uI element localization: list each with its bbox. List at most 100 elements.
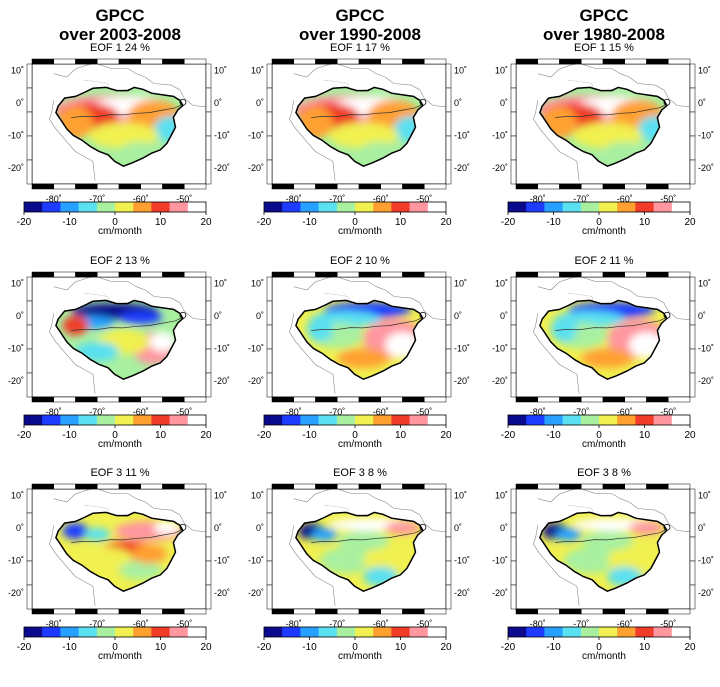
colorbar-segment — [78, 627, 98, 637]
eof-label: EOF 2 11 % — [574, 255, 634, 267]
frame-segment — [380, 58, 403, 65]
eof-map: 10˚ 10˚ 0˚ 0˚ -10˚ -10˚ -20˚ -20˚ -80˚ -70˚ -60˚ -5… — [248, 58, 470, 204]
lon-tick-label: -70˚ — [89, 619, 105, 629]
colorbar-tick-label: 0 — [352, 217, 358, 228]
colorbar-segment — [617, 627, 636, 637]
frame-segment — [205, 348, 212, 374]
field-anomaly — [328, 122, 399, 149]
frame-segment — [205, 276, 212, 302]
field-anomaly — [306, 315, 333, 342]
colorbar-unit: cm/month — [338, 439, 382, 450]
coastline — [293, 276, 447, 321]
frame-segment — [266, 512, 273, 538]
field-anomaly — [119, 311, 163, 325]
lat-tick-label: -10˚ — [454, 130, 470, 140]
column-title: GPCC over 1990-2008 — [240, 6, 480, 44]
frame-segment — [402, 58, 425, 65]
field-anomaly — [119, 560, 163, 580]
frame-segment — [689, 111, 696, 137]
colorbar-tick-label: -20 — [257, 642, 272, 653]
lon-tick-label: -50˚ — [416, 194, 432, 204]
frame-segment — [445, 63, 452, 89]
frame-segment — [559, 396, 582, 403]
lon-tick-label: -60˚ — [133, 407, 149, 417]
colorbar-segment — [599, 202, 618, 212]
lon-tick-label: -50˚ — [176, 619, 192, 629]
frame-segment — [53, 608, 76, 615]
frame-segment — [668, 271, 691, 278]
frame-segment — [515, 58, 538, 65]
river-mouth-marker — [663, 98, 671, 106]
frame-segment — [315, 483, 338, 490]
lat-tick-label: -10˚ — [248, 555, 264, 565]
colorbar-tick-label: 20 — [200, 430, 212, 441]
frame-segment — [140, 271, 163, 278]
colorbar-tick-label: -20 — [501, 430, 516, 441]
field-anomaly — [563, 547, 617, 574]
colorbar-tick-label: 20 — [200, 642, 212, 653]
frame-segment — [510, 324, 517, 350]
frame-segment — [445, 276, 452, 302]
lat-tick-label: 10˚ — [11, 278, 24, 288]
colorbar-segment — [318, 415, 338, 425]
eof-panel: EOF 2 11 % 10˚ 10˚ 0˚ 0˚ -10˚ -10˚ -20˚ -20˚ -80˚… — [484, 255, 720, 475]
frame-segment — [358, 183, 381, 190]
frame-segment — [266, 159, 273, 185]
colorbar-tick-label: 0 — [596, 642, 602, 653]
colorbar-unit: cm/month — [582, 226, 626, 237]
frame-segment — [602, 483, 625, 490]
frame-segment — [445, 512, 452, 538]
frame-segment — [510, 348, 517, 374]
lon-tick-label: -70˚ — [329, 407, 345, 417]
frame-segment — [293, 271, 316, 278]
colorbar-segment — [151, 415, 171, 425]
colorbar-tick-label: 10 — [395, 430, 407, 441]
colorbar: -20 -10 0 10 20 — [17, 201, 212, 228]
lon-tick-label: -60˚ — [617, 619, 633, 629]
river — [71, 317, 183, 331]
coastline — [293, 63, 447, 108]
frame-segment — [266, 111, 273, 137]
basin-outline — [539, 511, 668, 593]
frame-segment — [184, 271, 207, 278]
colorbar-segment — [508, 627, 527, 637]
frame-segment — [205, 584, 212, 610]
colorbar-unit: cm/month — [98, 439, 142, 450]
frame-segment — [293, 396, 316, 403]
frame-segment — [510, 488, 517, 514]
colorbar-segment — [391, 202, 411, 212]
frame-segment — [293, 608, 316, 615]
frame-segment — [205, 63, 212, 89]
frame-segment — [118, 396, 141, 403]
colorbar-segment — [526, 627, 545, 637]
eof-panel: EOF 1 24 % 10˚ 10˚ 0˚ 0˚ -10˚ -10˚ -20˚ -20˚ -80˚… — [0, 42, 240, 262]
eof-panel: EOF 3 8 % 10˚ 10˚ 0˚ 0˚ -10˚ -10˚ -20˚ -20˚ -80˚ -… — [240, 467, 480, 687]
field-anomaly — [629, 521, 664, 535]
frame-segment — [445, 488, 452, 514]
frame-segment — [559, 271, 582, 278]
eof-label: EOF 3 11 % — [90, 467, 150, 479]
lat-tick-label: -20˚ — [248, 588, 264, 598]
colorbar-segment — [599, 627, 618, 637]
frame-segment — [97, 608, 120, 615]
frame-segment — [31, 483, 54, 490]
basin-outline — [539, 299, 668, 381]
colorbar-segment — [635, 202, 655, 212]
eof-map: 10˚ 10˚ 0˚ 0˚ -10˚ -10˚ -20˚ -20˚ -80˚ -70˚ -60˚ -5… — [248, 271, 470, 417]
frame-segment — [510, 536, 517, 562]
frame-segment — [445, 159, 452, 185]
basin-outline — [295, 86, 424, 168]
colorbar-tick-label: 10 — [395, 642, 407, 653]
colorbar-segment — [96, 415, 116, 425]
frame-segment — [510, 560, 517, 586]
lat-tick-label: 0˚ — [454, 311, 462, 321]
colorbar-segment — [264, 202, 283, 212]
lat-tick-label: 10˚ — [251, 490, 264, 500]
colorbar-tick-label: -20 — [17, 642, 32, 653]
frame-segment — [689, 488, 696, 514]
lat-tick-label: -10˚ — [8, 555, 24, 565]
colorbar-segment — [264, 415, 283, 425]
coastline — [49, 525, 96, 606]
frame-segment — [537, 608, 560, 615]
frame-segment — [602, 58, 625, 65]
